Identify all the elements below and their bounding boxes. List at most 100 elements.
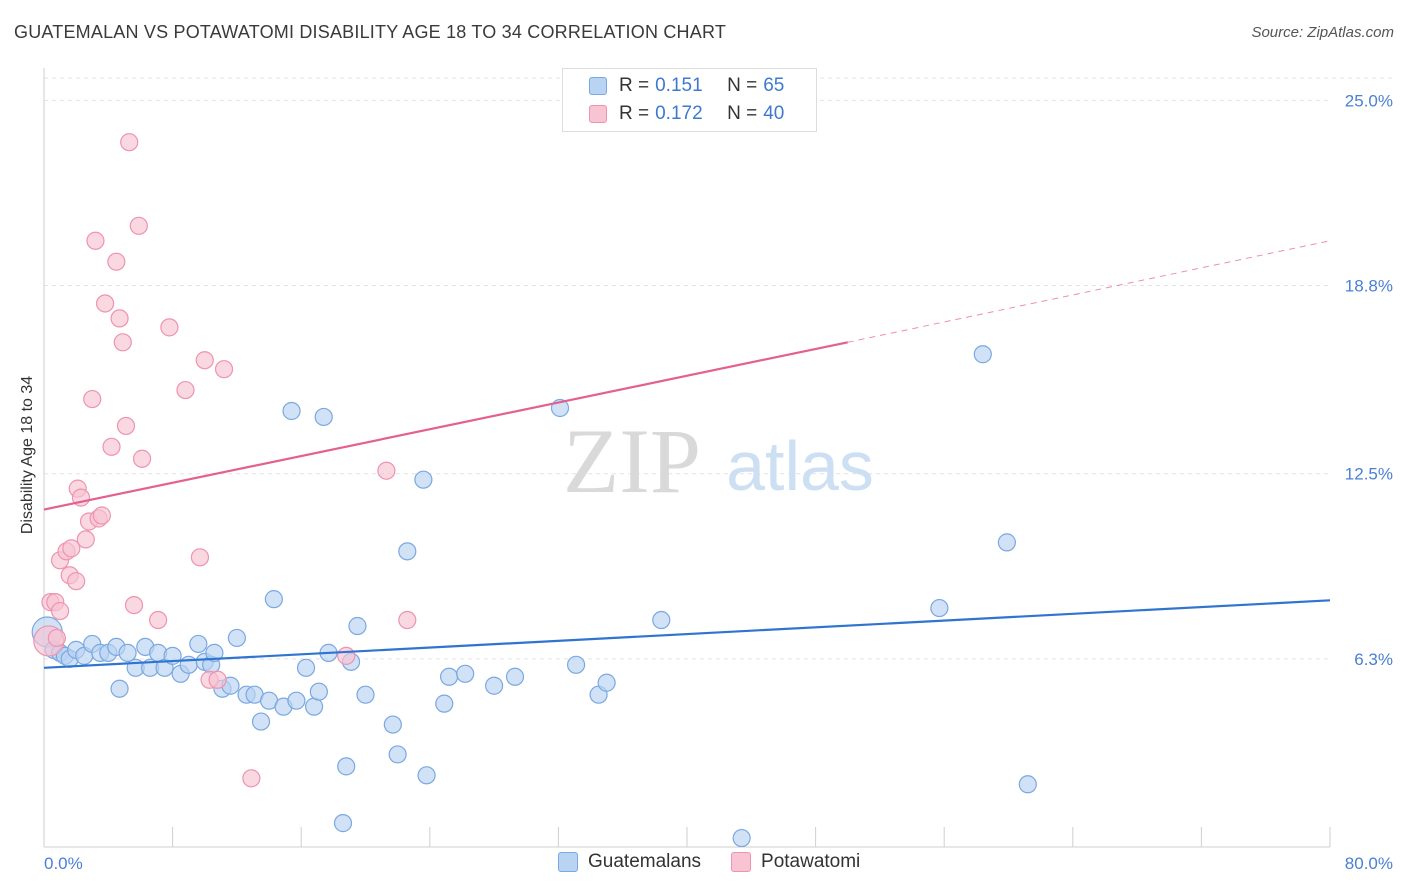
potawatomi-point [398,610,417,630]
potawatomi-point [124,596,144,615]
legend-r-value: 0.172 [655,103,703,124]
legend-row-potawatomi: R = 0.172 N = 40 [589,101,784,127]
potawatomi-point [92,506,111,525]
guatemalan-point [356,685,375,704]
potawatomi-point [120,133,139,152]
potawatomi-label: Potawatomi [761,851,861,872]
guatemalan-point [997,533,1016,552]
chart-title: GUATEMALAN VS POTAWATOMI DISABILITY AGE … [14,22,727,42]
y-tick-label: 12.5% [1345,465,1393,484]
potawatomi-point [107,252,126,271]
potawatomi-trend-extension [847,240,1331,343]
guatemalan-point [439,667,459,686]
guatemalan-point [566,655,586,674]
legend-n-label: N = [727,103,758,124]
guatemalan-point [264,590,283,609]
potawatomi-point [86,231,105,250]
guatemalan-point [597,673,616,692]
trend-lines [43,240,1331,669]
guatemalan-point [205,643,224,662]
guatemalan-point [309,682,328,701]
guatemalan-point [388,745,407,764]
potawatomi-point [116,416,136,436]
potawatomi-point [50,601,70,621]
guatemalan-point [417,766,436,785]
guatemalan-point [251,712,271,731]
potawatomi-point [62,539,81,558]
legend-swatch-pink [589,105,607,123]
source-label: Source: ZipAtlas.com [1251,24,1394,41]
legend-row-guatemalans: R = 0.151 N = 65 [589,73,784,99]
guatemalan-point [118,643,137,662]
guatemalan-point [505,667,525,686]
y-tick-label: 18.8% [1345,277,1393,296]
guatemalan-point [652,610,671,630]
series-legend: Guatemalans Potawatomi [558,851,890,873]
guatemalans-swatch [558,852,578,872]
correlation-legend: R = 0.151 N = 65 R = 0.172 N = 40 [562,68,817,132]
guatemalan-point [282,401,301,421]
potawatomi-point [113,333,132,352]
guatemalan-point [1018,775,1037,794]
watermark-atlas: atlas [726,427,874,505]
guatemalan-point [485,676,504,695]
watermark: ZIP atlas [563,410,874,512]
potawatomi-point [149,610,168,630]
legend-r-value: 0.151 [655,75,703,96]
potawatomi-point [176,380,195,400]
guatemalan-point [287,691,306,710]
guatemalan-point [348,616,367,636]
tick-labels: 6.3% 12.5% 18.8% 25.0% 0.0% 80.0% [44,91,1393,873]
guatemalan-point [333,814,353,833]
potawatomi-point [47,628,66,648]
guatemalan-point [189,634,208,654]
potawatomi-point [190,548,210,567]
legend-n-value: 40 [763,103,785,124]
y-tick-label: 25.0% [1345,91,1393,110]
guatemalan-point [930,598,949,618]
potawatomi-point [195,351,214,370]
series-potawatomi [33,133,417,788]
potawatomi-point [160,318,179,337]
guatemalan-point [337,757,356,776]
potawatomi-point [110,309,129,328]
potawatomi-point [83,389,102,409]
x-tick-label: 80.0% [1345,854,1393,873]
guatemalan-point [110,679,129,698]
axes [43,68,1331,848]
guatemalan-point [414,470,433,489]
guatemalan-point [296,658,316,677]
series-guatemalans [31,345,1037,848]
guatemalan-point [732,828,751,848]
y-tick-label: 6.3% [1354,650,1393,669]
legend-item-guatemalans[interactable]: Guatemalans [558,851,701,873]
potawatomi-swatch [731,852,752,872]
potawatomi-trend-line [43,341,848,511]
potawatomi-point [337,646,356,665]
guatemalans-trend-line [43,599,1331,669]
guatemalan-point [973,345,992,364]
potawatomi-point [95,294,115,313]
guatemalan-point [227,628,246,648]
guatemalan-point [383,715,402,734]
x-tick-label: 0.0% [44,854,83,873]
legend-r-label: R = [619,75,650,96]
potawatomi-point [129,216,148,235]
guatemalan-point [456,664,475,683]
guatemalan-point [435,694,454,713]
potawatomi-point [242,769,261,788]
potawatomi-point [377,461,396,480]
potawatomi-point [76,530,95,549]
legend-swatch-blue [589,77,607,95]
legend-n-value: 65 [763,75,785,96]
guatemalans-label: Guatemalans [588,851,702,872]
legend-item-potawatomi[interactable]: Potawatomi [731,851,860,873]
potawatomi-point [102,437,121,456]
legend-n-label: N = [727,75,758,96]
potawatomi-point [67,572,86,591]
potawatomi-point [208,670,227,689]
potawatomi-point [214,360,234,379]
legend-r-label: R = [619,103,650,124]
potawatomi-point [132,449,152,468]
